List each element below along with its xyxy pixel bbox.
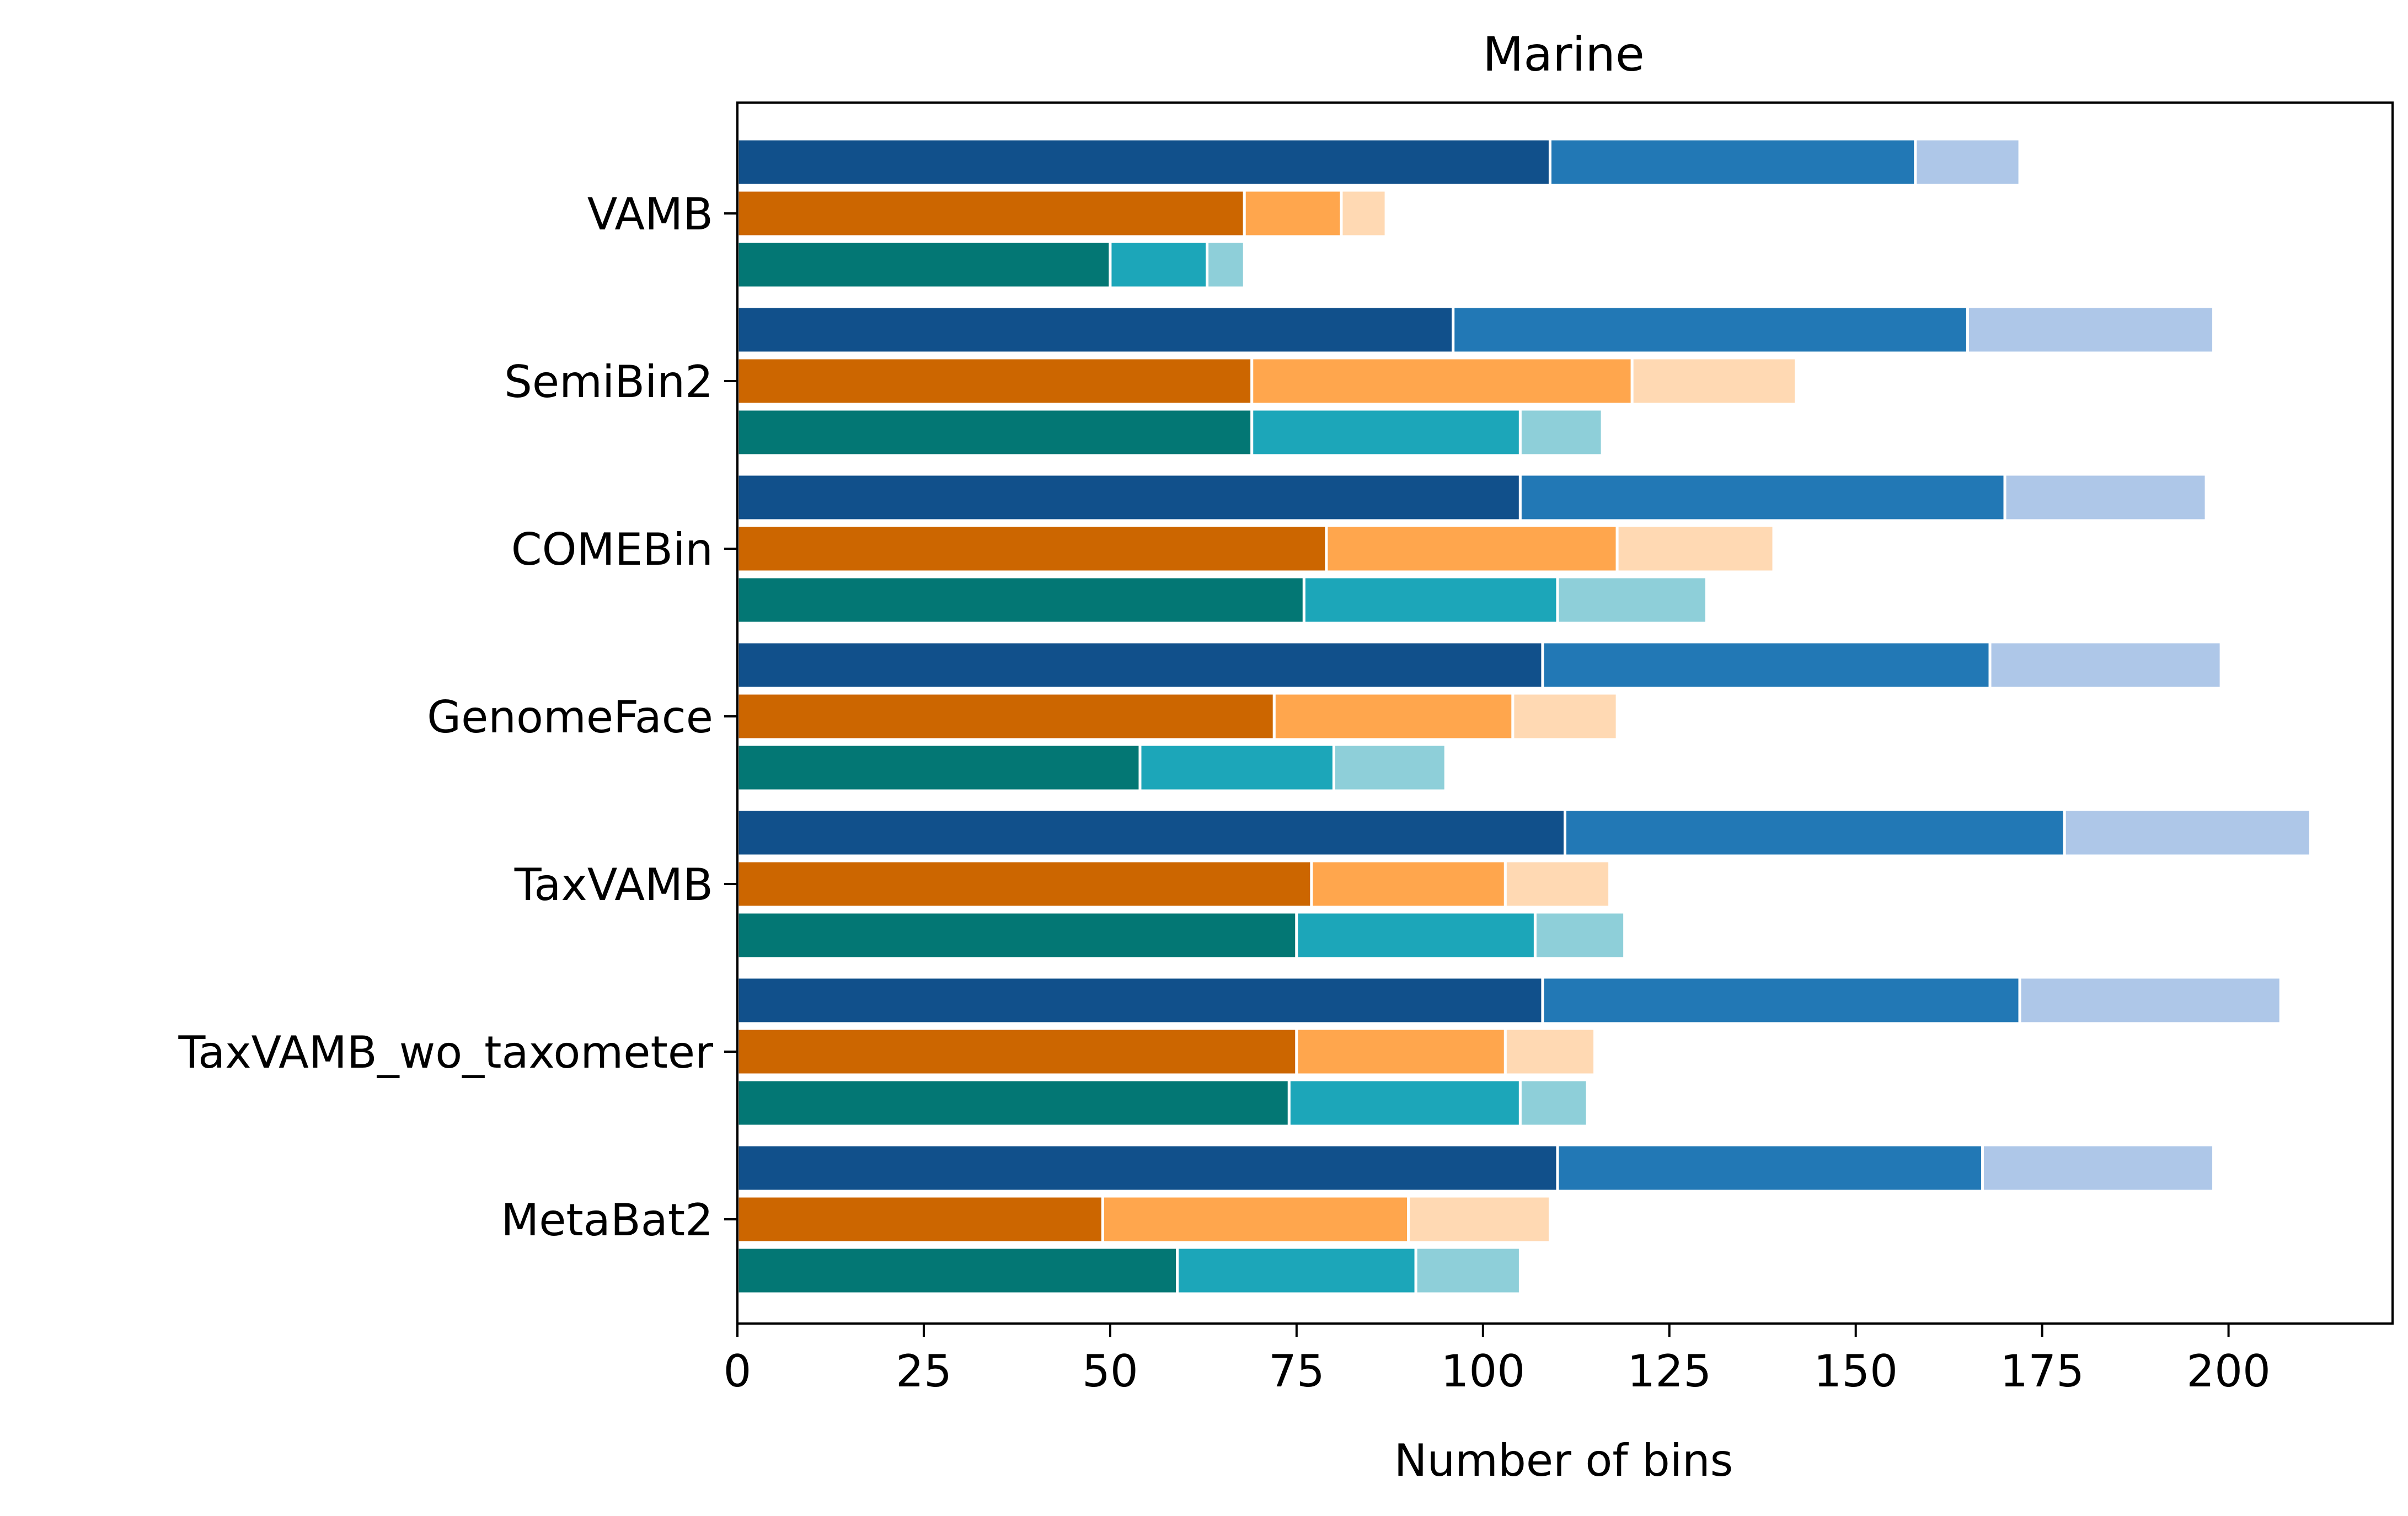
x-tick-label-200: 200 <box>2186 1346 2271 1397</box>
bar-genomeface-g1-s3 <box>1988 640 2223 690</box>
bar-genomeface-g3-s3 <box>1332 743 1447 792</box>
bar-comebin-g2-s2 <box>1325 524 1619 574</box>
bar-semibin2-g3-s1 <box>736 408 1254 457</box>
bar-vamb-g2-s3 <box>1340 189 1388 238</box>
bar-genomeface-g2-s1 <box>736 692 1276 741</box>
x-tick-label-100: 100 <box>1441 1346 1525 1397</box>
bar-taxvamb-wo-taxometer-g1-s2 <box>1541 976 2021 1025</box>
bar-metabat2-g1-s1 <box>736 1143 1559 1193</box>
bar-metabat2-g1-s2 <box>1556 1143 1984 1193</box>
y-tick-label-genomeface: GenomeFace <box>427 692 713 743</box>
bar-taxvamb-wo-taxometer-g2-s1 <box>736 1027 1298 1076</box>
bar-metabat2-g2-s2 <box>1101 1194 1410 1244</box>
bar-metabat2-g2-s3 <box>1407 1194 1551 1244</box>
bar-vamb-g1-s1 <box>736 137 1551 187</box>
bar-semibin2-g2-s3 <box>1630 356 1798 406</box>
bar-genomeface-g1-s2 <box>1541 640 1992 690</box>
x-tick-label-0: 0 <box>724 1346 752 1397</box>
bar-vamb-g1-s3 <box>1914 137 2021 187</box>
bar-taxvamb-wo-taxometer-g2-s2 <box>1295 1027 1507 1076</box>
x-axis-title: Number of bins <box>1394 1435 1733 1486</box>
bar-taxvamb-wo-taxometer-g2-s3 <box>1503 1027 1597 1076</box>
bar-comebin-g1-s1 <box>736 473 1522 522</box>
bar-taxvamb-wo-taxometer-g1-s3 <box>2018 976 2282 1025</box>
bar-comebin-g3-s3 <box>1556 575 1708 625</box>
x-tick-label-150: 150 <box>1813 1346 1898 1397</box>
bar-semibin2-g1-s1 <box>736 305 1455 355</box>
bar-vamb-g3-s2 <box>1109 240 1209 290</box>
x-axis-ticks: 0 25 50 75 100 125 150 175 200 <box>724 1324 2271 1397</box>
bar-vamb-g2-s2 <box>1243 189 1343 238</box>
y-axis-ticks: VAMB SemiBin2 COMEBin GenomeFace TaxVAMB TaxV… <box>178 189 737 1246</box>
bar-taxvamb-g1-s1 <box>736 808 1566 858</box>
bar-metabat2-g3-s1 <box>736 1246 1179 1295</box>
bar-genomeface-g2-s2 <box>1272 692 1515 741</box>
bar-taxvamb-wo-taxometer-g3-s3 <box>1518 1078 1589 1128</box>
bar-vamb-g1-s2 <box>1548 137 1917 187</box>
y-tick-label-comebin: COMEBin <box>511 524 713 575</box>
x-tick-label-50: 50 <box>1082 1346 1138 1397</box>
bar-vamb-g2-s1 <box>736 189 1246 238</box>
bar-semibin2-g1-s2 <box>1452 305 1969 355</box>
x-tick-label-25: 25 <box>896 1346 952 1397</box>
bar-taxvamb-g1-s2 <box>1564 808 2066 858</box>
bar-taxvamb-g2-s2 <box>1310 859 1507 909</box>
bar-metabat2-g2-s1 <box>736 1194 1104 1244</box>
bar-semibin2-g2-s1 <box>736 356 1254 406</box>
bar-genomeface-g1-s1 <box>736 640 1544 690</box>
bar-taxvamb-wo-taxometer-g3-s2 <box>1287 1078 1522 1128</box>
bar-comebin-g1-s2 <box>1518 473 2006 522</box>
chart-title: Marine <box>1483 27 1645 82</box>
bar-vamb-g3-s1 <box>736 240 1112 290</box>
bar-metabat2-g3-s3 <box>1414 1246 1522 1295</box>
bar-taxvamb-g1-s3 <box>2063 808 2312 858</box>
bar-comebin-g2-s1 <box>736 524 1328 574</box>
y-tick-label-taxvamb-wo-taxometer: TaxVAMB_wo_taxometer <box>178 1027 714 1078</box>
bar-semibin2-g1-s3 <box>1966 305 2216 355</box>
bar-taxvamb-g2-s3 <box>1503 859 1612 909</box>
bar-semibin2-g3-s2 <box>1250 408 1522 457</box>
bar-comebin-g3-s2 <box>1302 575 1559 625</box>
bar-metabat2-g3-s2 <box>1176 1246 1417 1295</box>
y-tick-label-metabat2: MetaBat2 <box>501 1194 713 1246</box>
bar-taxvamb-g3-s2 <box>1295 910 1537 960</box>
x-tick-label-175: 175 <box>2000 1346 2084 1397</box>
bar-genomeface-g2-s3 <box>1511 692 1619 741</box>
y-tick-label-vamb: VAMB <box>587 189 713 240</box>
x-tick-label-125: 125 <box>1627 1346 1711 1397</box>
bar-comebin-g1-s3 <box>2003 473 2208 522</box>
bar-metabat2-g1-s3 <box>1981 1143 2216 1193</box>
bar-taxvamb-g3-s3 <box>1533 910 1626 960</box>
bar-vamb-g3-s3 <box>1206 240 1246 290</box>
bar-genomeface-g3-s1 <box>736 743 1142 792</box>
x-tick-label-75: 75 <box>1269 1346 1325 1397</box>
bar-taxvamb-wo-taxometer-g3-s1 <box>736 1078 1291 1128</box>
bar-semibin2-g3-s3 <box>1518 408 1604 457</box>
bar-comebin-g2-s3 <box>1615 524 1775 574</box>
bar-taxvamb-g3-s1 <box>736 910 1298 960</box>
bar-comebin-g3-s1 <box>736 575 1305 625</box>
bar-taxvamb-wo-taxometer-g1-s1 <box>736 976 1544 1025</box>
bar-semibin2-g2-s2 <box>1250 356 1634 406</box>
plot-frame <box>736 101 2394 1325</box>
y-tick-label-semibin2: SemiBin2 <box>504 356 713 408</box>
bar-taxvamb-g2-s1 <box>736 859 1313 909</box>
bar-genomeface-g3-s2 <box>1138 743 1335 792</box>
y-tick-label-taxvamb: TaxVAMB <box>514 859 713 910</box>
